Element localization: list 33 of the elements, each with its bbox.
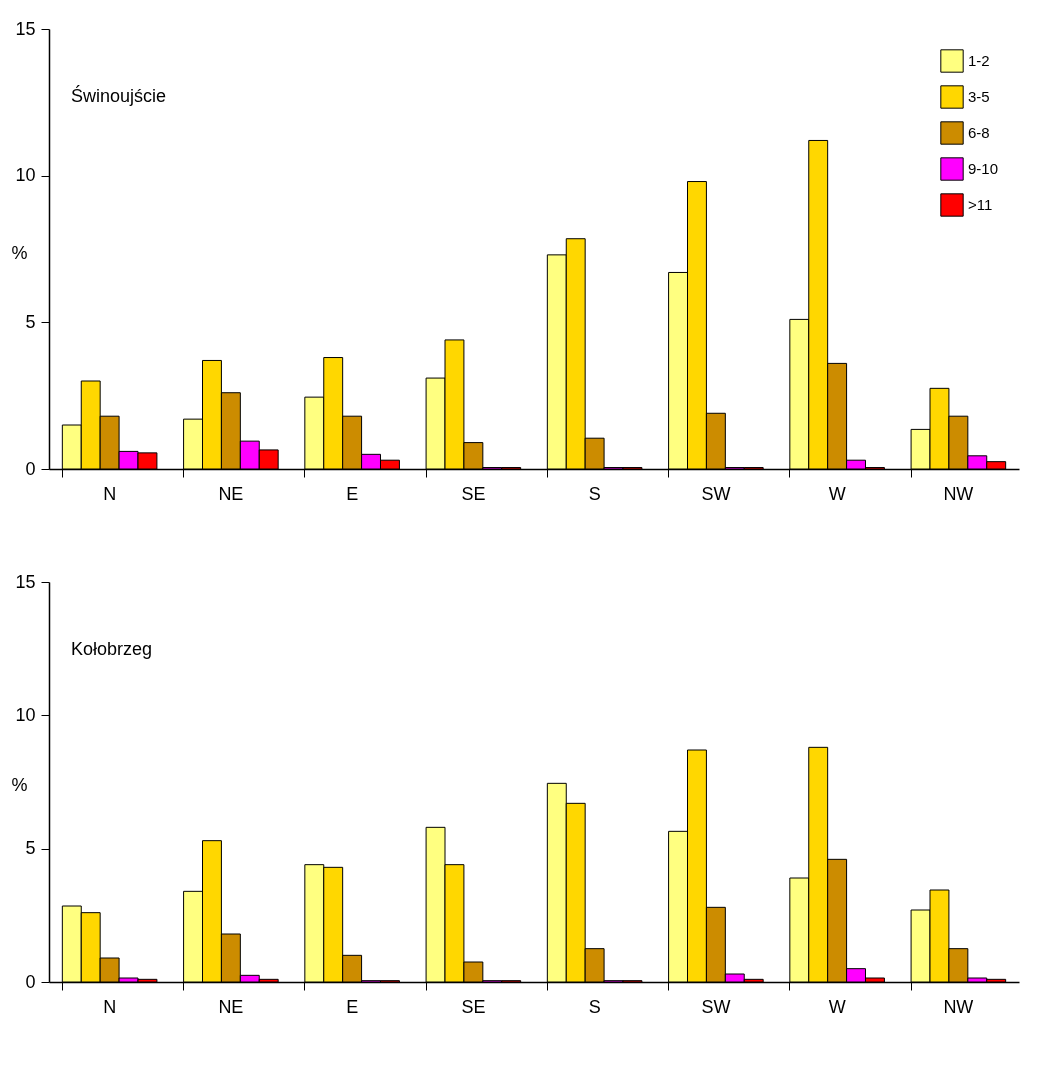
x-tick-label: W — [828, 996, 846, 1017]
x-tick-label: SW — [701, 996, 731, 1017]
y-tick-label: 10 — [15, 704, 36, 725]
text: Kołobrzeg — [71, 639, 153, 659]
legend-label: 1-2 — [968, 52, 990, 69]
x-tick-label: SE — [461, 996, 486, 1017]
y-tick-label: 5 — [25, 311, 36, 332]
legend-label: 3-5 — [968, 88, 990, 105]
x-tick-label: S — [588, 483, 601, 504]
legend-label: 9-10 — [968, 160, 999, 177]
x-tick-label: NE — [218, 483, 244, 504]
y-tick-label: 10 — [15, 165, 36, 186]
legend-label: 6-8 — [968, 124, 990, 141]
x-tick-label: NE — [218, 996, 244, 1017]
y-tick-label: 0 — [25, 458, 36, 479]
x-tick-label: S — [588, 996, 601, 1017]
y-axis-title: % — [11, 242, 28, 263]
x-tick-label: NW — [943, 996, 974, 1017]
y-tick-label: 5 — [25, 838, 36, 859]
x-tick-label: NW — [943, 483, 974, 504]
x-tick-label: SE — [461, 483, 486, 504]
x-tick-label: W — [828, 483, 846, 504]
x-tick-label: N — [103, 483, 117, 504]
legend-label: >11 — [968, 196, 993, 213]
y-axis-title: % — [11, 774, 28, 795]
y-tick-label: 15 — [15, 571, 36, 592]
x-tick-label: E — [346, 483, 359, 504]
text: Świnoujście — [71, 85, 167, 106]
y-tick-label: 0 — [25, 971, 36, 992]
x-tick-label: SW — [701, 483, 731, 504]
x-tick-label: N — [103, 996, 117, 1017]
x-tick-label: E — [346, 996, 359, 1017]
y-tick-label: 15 — [15, 18, 36, 39]
